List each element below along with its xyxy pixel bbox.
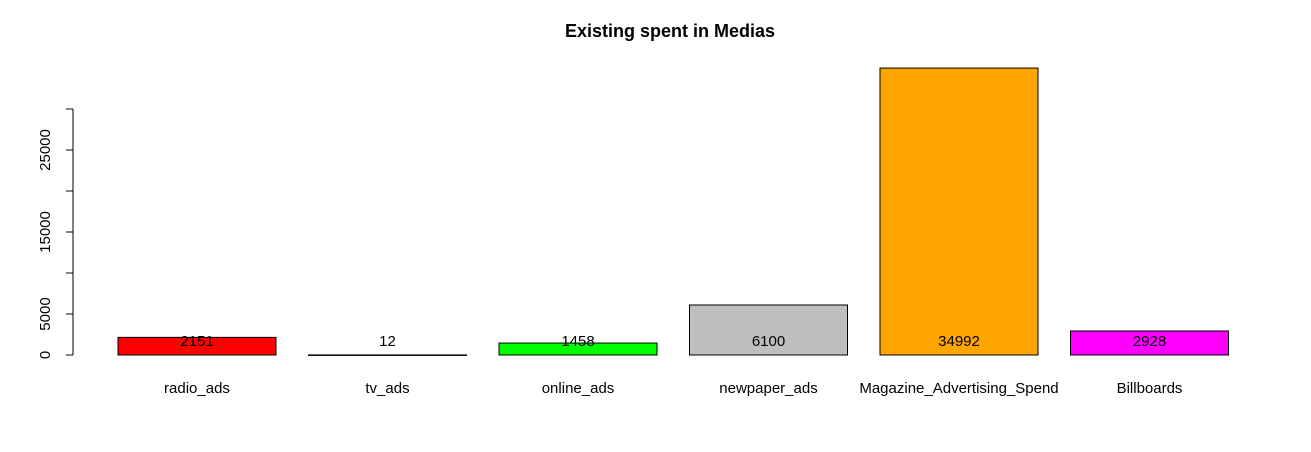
- data-label: 6100: [752, 333, 785, 350]
- bar-radio-ads: [117, 336, 277, 356]
- y-tick-label: 15000: [37, 211, 54, 253]
- category-label: Magazine_Advertising_Spend: [859, 380, 1058, 397]
- category-label: newpaper_ads: [719, 380, 817, 397]
- data-label: 2928: [1133, 333, 1166, 350]
- data-label: 2151: [180, 333, 213, 350]
- category-label: Billboards: [1117, 380, 1183, 397]
- category-label: tv_ads: [365, 380, 409, 397]
- data-labels: 2151 12 1458 6100 34992 2928: [180, 333, 1166, 350]
- bar-billboards: [1070, 330, 1229, 356]
- y-axis: 0 5000 15000 25000: [37, 108, 74, 359]
- data-label: 12: [379, 333, 396, 350]
- chart-title: Existing spent in Medias: [565, 21, 775, 41]
- bars: [117, 67, 1229, 356]
- y-tick-label: 25000: [37, 129, 54, 171]
- bar-newpaper-ads: [689, 304, 848, 356]
- data-label: 34992: [938, 333, 980, 350]
- bar-magazine-advertising-spend: [879, 67, 1039, 356]
- category-label: radio_ads: [164, 380, 230, 397]
- bar-tv-ads: [308, 354, 467, 356]
- y-tick-label: 0: [37, 351, 54, 359]
- y-tick-label: 5000: [37, 297, 54, 330]
- bar-online-ads: [498, 342, 658, 356]
- category-label: online_ads: [542, 380, 615, 397]
- data-label: 1458: [561, 333, 594, 350]
- category-labels: radio_ads tv_ads online_ads newpaper_ads Mag…: [164, 380, 1182, 397]
